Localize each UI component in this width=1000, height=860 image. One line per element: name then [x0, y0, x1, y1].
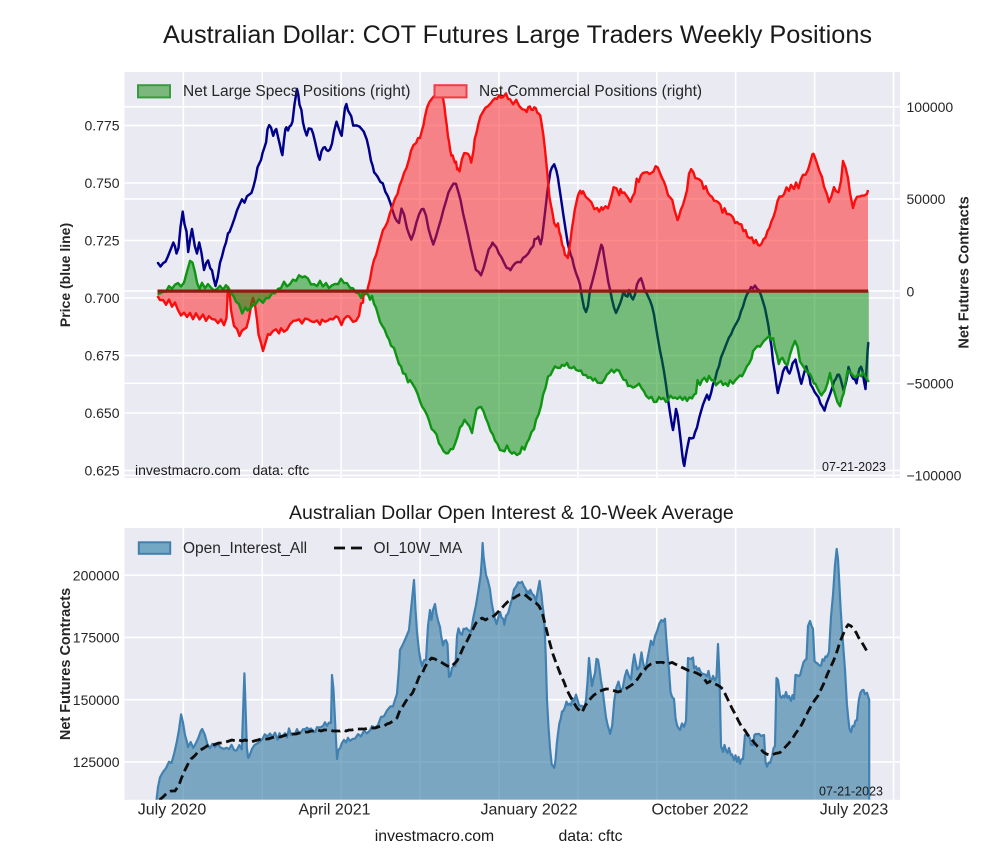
svg-text:125000: 125000 — [73, 754, 120, 770]
svg-text:0.775: 0.775 — [84, 118, 119, 134]
svg-text:Net Futures Contracts: Net Futures Contracts — [957, 196, 973, 348]
svg-text:Net Futures Contracts: Net Futures Contracts — [58, 588, 74, 740]
svg-text:July 2020: July 2020 — [138, 802, 207, 819]
svg-text:0.750: 0.750 — [84, 175, 119, 191]
svg-text:07-21-2023: 07-21-2023 — [822, 460, 886, 474]
svg-text:07-21-2023: 07-21-2023 — [819, 785, 883, 799]
svg-text:0.650: 0.650 — [84, 405, 119, 421]
svg-text:200000: 200000 — [73, 567, 120, 583]
svg-text:−50000: −50000 — [907, 375, 954, 391]
svg-text:−100000: −100000 — [907, 468, 962, 484]
svg-text:0.625: 0.625 — [84, 463, 119, 479]
svg-text:150000: 150000 — [73, 692, 120, 708]
svg-text:0: 0 — [907, 283, 915, 299]
svg-text:175000: 175000 — [73, 630, 120, 646]
svg-text:investmacro.com: investmacro.com — [375, 828, 494, 845]
svg-text:0.725: 0.725 — [84, 233, 119, 249]
svg-text:Net Commercial Positions (righ: Net Commercial Positions (right) — [479, 83, 702, 100]
svg-text:July 2023: July 2023 — [820, 802, 889, 819]
svg-text:April 2021: April 2021 — [298, 802, 370, 819]
svg-text:October 2022: October 2022 — [652, 802, 749, 819]
svg-text:Price (blue line): Price (blue line) — [57, 223, 73, 327]
svg-text:0.675: 0.675 — [84, 348, 119, 364]
svg-text:0.700: 0.700 — [84, 290, 119, 306]
svg-text:data: cftc: data: cftc — [558, 828, 622, 845]
svg-text:investmacro.com data: cftc: investmacro.com data: cftc — [135, 462, 309, 478]
svg-text:50000: 50000 — [907, 191, 946, 207]
svg-text:100000: 100000 — [907, 99, 954, 115]
svg-text:Net Large Specs Positions (rig: Net Large Specs Positions (right) — [183, 83, 410, 100]
svg-text:Open_Interest_All: Open_Interest_All — [183, 540, 307, 557]
svg-text:OI_10W_MA: OI_10W_MA — [374, 540, 463, 557]
svg-text:January 2022: January 2022 — [481, 802, 578, 819]
